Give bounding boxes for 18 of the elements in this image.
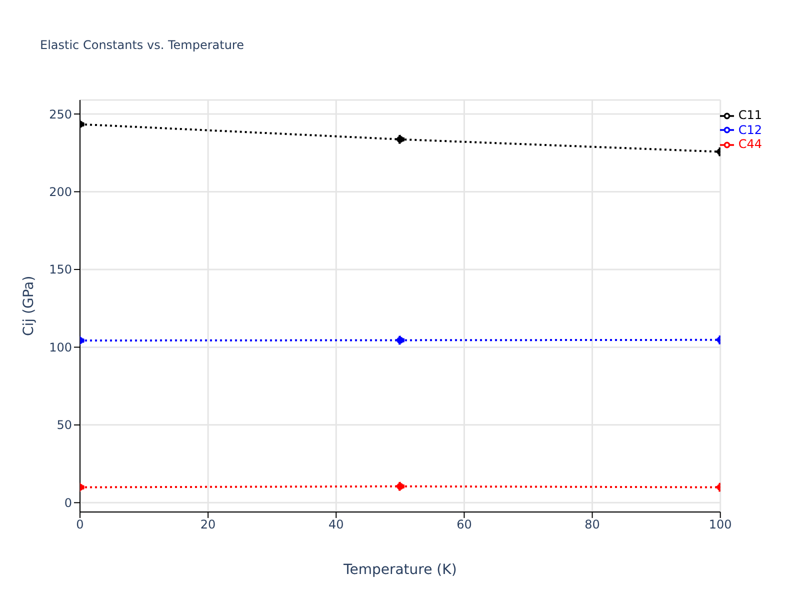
y-tick-label: 200 [49,184,72,199]
y-tick-label: 50 [56,418,72,432]
legend-label: C11 [738,108,762,122]
legend-label: C44 [738,137,762,152]
y-tick-label: 0 [64,496,72,510]
y-tick-label: 100 [49,340,72,354]
legend-label: C12 [738,122,762,137]
x-tick-label: 20 [200,518,216,532]
x-tick-label: 40 [328,518,344,532]
x-tick-label: 60 [456,518,472,532]
y-tick-label: 150 [49,262,72,277]
x-tick-label: 80 [584,518,600,532]
y-tick-label: 250 [49,107,72,122]
x-axis-title: Temperature (K) [342,562,457,578]
chart-title: Elastic Constants vs. Temperature [40,38,244,52]
y-axis-title: Cij (GPa) [20,276,37,336]
x-tick-label: 100 [708,518,732,532]
x-tick-label: 0 [76,518,84,532]
